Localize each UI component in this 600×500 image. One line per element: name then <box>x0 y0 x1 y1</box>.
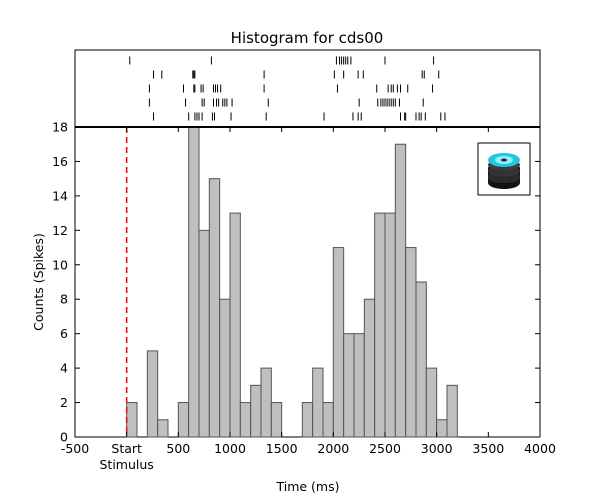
histogram-bar <box>260 367 272 438</box>
histogram-bar <box>353 333 365 438</box>
x-tick-label: 1500 <box>266 441 298 456</box>
histogram-bar <box>126 402 138 438</box>
histogram-bar <box>446 384 458 438</box>
histogram-bar <box>394 143 407 438</box>
x-axis-label: Time (ms) <box>275 479 339 494</box>
x-tick-label: -500 <box>61 441 89 456</box>
x-tick-label: 2000 <box>317 441 349 456</box>
histogram-bar <box>146 350 159 438</box>
y-tick-label: 10 <box>52 257 68 272</box>
y-tick-label: 6 <box>60 326 68 341</box>
histogram-bar <box>198 229 210 438</box>
x-axis-ticks: -500 Start 500 1000 1500 2000 2500 3000 3500 4000 <box>61 127 556 456</box>
x-tick-label: 500 <box>166 441 190 456</box>
y-axis-label: Counts (Spikes) <box>31 233 46 331</box>
x-sublabel-stimulus: Stimulus <box>100 457 154 472</box>
histogram-bar <box>270 402 283 438</box>
chart-title: Histogram for cds00 <box>231 29 384 47</box>
histogram-bars <box>126 126 458 438</box>
histogram-axes <box>74 126 541 438</box>
y-tick-label: 12 <box>52 223 68 238</box>
x-tick-label: 4000 <box>524 441 556 456</box>
histogram-bar <box>239 402 252 438</box>
y-tick-label: 2 <box>60 395 68 410</box>
histogram-bar <box>332 247 345 438</box>
y-tick-label: 8 <box>60 292 68 307</box>
x-tick-label: 3000 <box>421 441 453 456</box>
y-tick-label: 14 <box>52 188 68 203</box>
histogram-bar <box>425 367 438 438</box>
histogram-bar <box>384 212 396 438</box>
histogram-bar <box>343 333 355 438</box>
disc-stack-icon <box>477 142 531 196</box>
y-tick-label: 0 <box>60 430 68 445</box>
histogram-bar <box>157 419 169 438</box>
histogram-bar <box>436 419 448 438</box>
histogram-bar <box>363 298 376 438</box>
histogram-bar <box>312 367 324 438</box>
histogram-bar <box>208 178 221 438</box>
raster-panel <box>74 49 541 128</box>
histogram-bar <box>250 384 262 438</box>
raster-plot <box>129 56 446 121</box>
y-tick-label: 16 <box>52 154 68 169</box>
histogram-bar <box>177 402 190 438</box>
y-axis-ticks: 0 2 4 6 8 10 12 14 16 18 <box>52 120 540 445</box>
histogram-bar <box>405 247 417 438</box>
histogram-bar <box>322 402 334 438</box>
x-tick-label: 2500 <box>369 441 401 456</box>
x-tick-label: Start <box>111 441 142 456</box>
histogram-bar <box>188 126 200 438</box>
y-tick-label: 18 <box>52 120 68 135</box>
histogram-bar <box>415 281 427 438</box>
histogram-bar <box>301 402 314 438</box>
histogram-bar <box>374 212 386 438</box>
y-tick-label: 4 <box>60 361 68 376</box>
x-tick-label: 1000 <box>214 441 246 456</box>
x-tick-label: 3500 <box>472 441 504 456</box>
histogram-bar <box>219 298 231 438</box>
histogram-bar <box>229 212 241 438</box>
